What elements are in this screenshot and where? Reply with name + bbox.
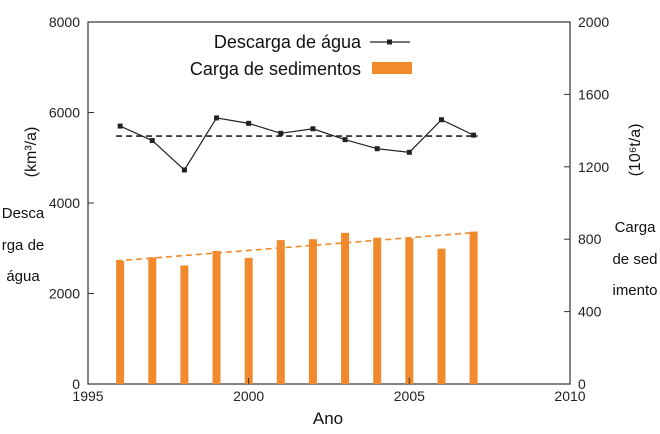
water-discharge-point <box>374 146 380 152</box>
sediment-bar <box>341 232 350 384</box>
sediment-bar <box>373 237 382 384</box>
water-discharge-point <box>310 126 316 132</box>
y-right-tick-label: 800 <box>578 231 602 247</box>
water-discharge-point <box>149 138 155 144</box>
sediment-bar <box>405 238 414 384</box>
legend-swatch-bar <box>372 62 412 74</box>
y-right-tick-label: 400 <box>578 304 602 320</box>
legend: Descarga de água Carga de sedimentos <box>190 32 412 79</box>
legend-label-sediment: Carga de sedimentos <box>190 59 361 79</box>
axis-ticks: 1995 2000 2005 2010020004000600080000400800… <box>49 14 610 404</box>
x-tick-label: 2000 <box>233 388 264 404</box>
y-right-tick-label: 1200 <box>578 159 609 175</box>
legend-label-water: Descarga de água <box>214 32 362 52</box>
sediment-bar <box>148 257 157 384</box>
water-discharge-point <box>246 120 252 126</box>
water-discharge-point <box>342 137 348 143</box>
water-discharge-point <box>214 115 220 121</box>
sediment-bar <box>244 257 253 384</box>
sediment-bar <box>469 231 478 384</box>
y-left-tick-label: 4000 <box>49 195 80 211</box>
sediment-bar <box>116 260 125 384</box>
water-discharge-point <box>117 123 123 129</box>
y-left-tick-label: 0 <box>72 376 80 392</box>
water-discharge-point <box>438 117 444 123</box>
x-tick-label: 2010 <box>554 388 585 404</box>
y-left-tick-label: 6000 <box>49 105 80 121</box>
sediment-bar <box>276 240 285 384</box>
sediment-bar <box>437 248 446 384</box>
sediment-bar <box>212 250 221 384</box>
sediment-bar <box>180 265 189 384</box>
trend-lines <box>116 135 478 262</box>
legend-swatch-marker <box>387 39 392 45</box>
y-left-tick-label: 2000 <box>49 286 80 302</box>
y-left-unit-label: (km³/a) <box>23 127 40 178</box>
water-discharge-point <box>471 132 477 138</box>
y-left-tick-label: 8000 <box>49 14 80 30</box>
water-discharge-polyline <box>119 117 474 171</box>
sediment-bars <box>116 231 478 384</box>
trend-line <box>116 231 478 262</box>
y-left-axis-title: Descarga de água <box>1 205 45 285</box>
x-tick-label: 1995 <box>72 388 103 404</box>
y-right-tick-label: 0 <box>578 376 586 392</box>
sediment-bar <box>308 239 317 384</box>
water-discharge-line <box>117 115 477 173</box>
x-axis-title: Ano <box>313 409 343 428</box>
y-right-tick-label: 1600 <box>578 86 609 102</box>
water-discharge-point <box>406 149 412 155</box>
y-right-tick-label: 2000 <box>578 14 609 30</box>
water-discharge-point <box>181 167 187 173</box>
y-right-unit-label: (10⁶t/a) <box>627 124 644 177</box>
y-right-axis-title: Carga de sedimento <box>612 219 658 299</box>
x-tick-label: 2005 <box>394 388 425 404</box>
water-discharge-point <box>278 130 284 136</box>
